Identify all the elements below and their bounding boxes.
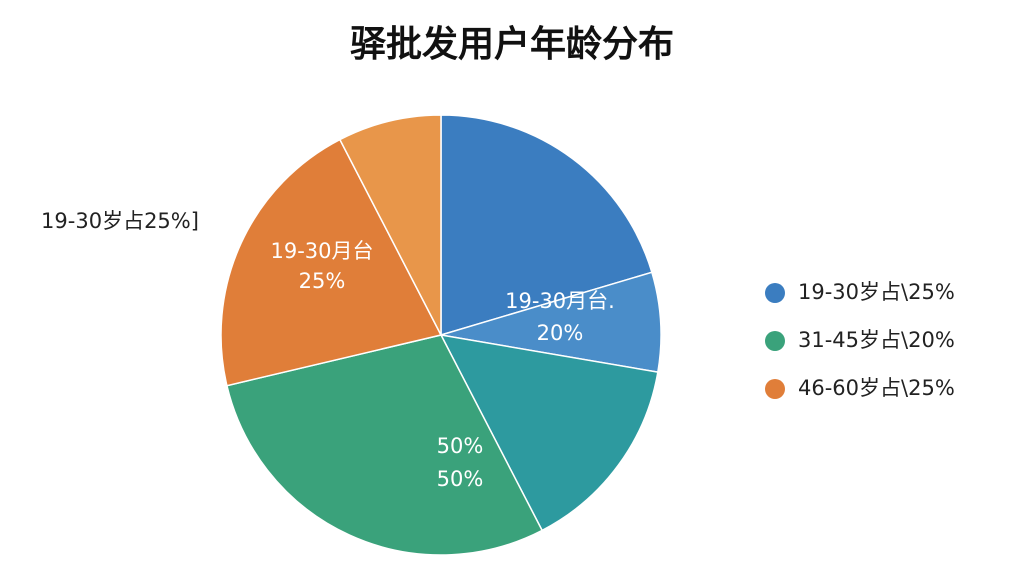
legend-label: 19-30岁占\25% (798, 280, 955, 304)
annotation: 19-30月台 (270, 239, 373, 263)
pie-slice (226, 334, 544, 556)
chart-title: 驿批发用户年龄分布 (350, 24, 674, 65)
pie-slice (440, 271, 662, 374)
legend-marker (765, 283, 785, 303)
annotation: 50% (437, 467, 484, 491)
pie-slice (338, 114, 442, 336)
pie-slice (440, 114, 653, 337)
annotation: 19-30岁占25%] (41, 209, 199, 233)
legend-marker (765, 379, 785, 399)
annotation: 50% (437, 434, 484, 458)
annotation: 20% (537, 321, 584, 345)
annotation: 19-30月台. (505, 289, 615, 313)
pie-slice (439, 334, 659, 532)
legend-label: 31-45岁占\20% (798, 328, 955, 352)
pie-slice (220, 138, 443, 387)
annotation: 25% (299, 269, 346, 293)
legend-marker (765, 331, 785, 351)
legend-label: 46-60岁占\25% (798, 376, 955, 400)
